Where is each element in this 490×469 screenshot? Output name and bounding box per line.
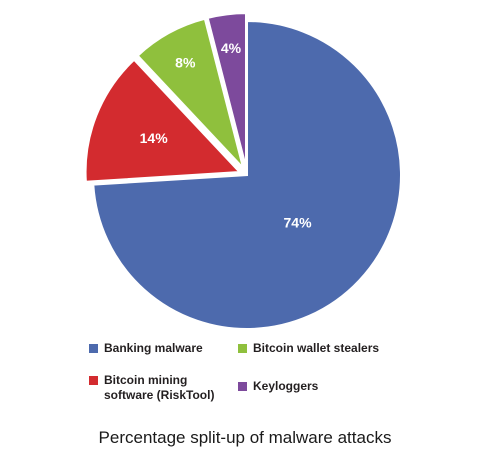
pie-slice-banking-malware [92, 19, 402, 330]
legend-item-banking-malware: Banking malware [89, 341, 203, 356]
legend-label-keyloggers: Keyloggers [253, 379, 319, 393]
legend-item-bitcoin-mining-software: Bitcoin mining software (RiskTool) [89, 373, 214, 403]
pie-label-bitcoin-wallet-stealers: 8% [175, 55, 196, 71]
chart-caption: Percentage split-up of malware attacks [98, 428, 392, 447]
pie-label-keyloggers: 4% [221, 40, 242, 56]
legend-label-banking-malware: Banking malware [104, 341, 203, 355]
legend-item-bitcoin-wallet-stealers: Bitcoin wallet stealers [238, 341, 379, 356]
legend-swatch-bitcoin-mining-software [89, 376, 98, 385]
pie-slice-keyloggers [206, 12, 247, 168]
legend-label-bitcoin-mining-software: Bitcoin mining software (RiskTool) [104, 373, 215, 402]
pie-label-bitcoin-mining-software-risktool: 14% [140, 130, 169, 146]
legend-label-bitcoin-wallet-stealers: Bitcoin wallet stealers [253, 341, 380, 355]
legend-swatch-bitcoin-wallet-stealers [238, 344, 247, 353]
pie-label-banking-malware: 74% [284, 214, 313, 230]
legend-swatch-banking-malware [89, 344, 98, 353]
legend-swatch-keyloggers [238, 382, 247, 391]
pie-slice-bitcoin-mining-software-risktool [84, 58, 242, 183]
pie-slice-bitcoin-wallet-stealers [136, 17, 245, 169]
legend-item-keyloggers: Keyloggers [238, 379, 318, 394]
pie-chart: 74% 14% 8% 4% [84, 12, 402, 330]
